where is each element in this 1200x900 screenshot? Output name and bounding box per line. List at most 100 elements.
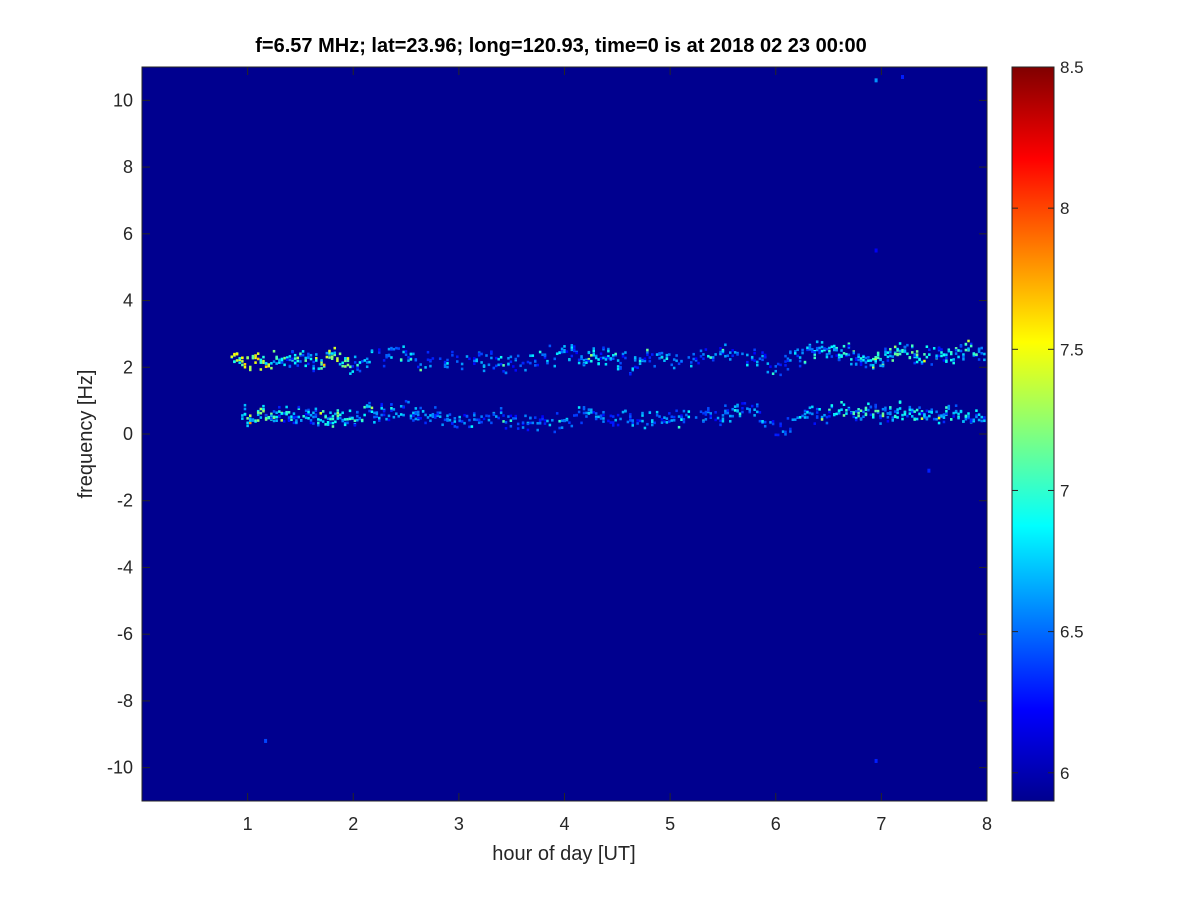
heatmap-cell (896, 408, 899, 411)
heatmap-cell (407, 400, 410, 404)
heatmap-cell (361, 360, 364, 363)
heatmap-cell (599, 414, 603, 418)
heatmap-cell (278, 405, 281, 409)
heatmap-cell (338, 362, 342, 366)
heatmap-cell (446, 419, 449, 422)
y-axis-label: frequency [Hz] (75, 370, 97, 499)
heatmap-cell (548, 344, 552, 348)
heatmap-cell (417, 413, 420, 416)
heatmap-cell (409, 358, 413, 361)
heatmap-cell (380, 402, 383, 406)
heatmap-cell (833, 413, 836, 416)
heatmap-cell (724, 354, 727, 358)
heatmap-cell (670, 363, 673, 367)
heatmap-cell (560, 419, 564, 423)
heatmap-cell (950, 358, 953, 362)
heatmap-cell (692, 352, 695, 356)
heatmap-cell (724, 404, 727, 407)
heatmap-cell (275, 357, 278, 360)
y-tick-label: -2 (117, 491, 133, 511)
heatmap-cell (590, 354, 593, 357)
heatmap-cell (808, 406, 812, 410)
heatmap-cell (365, 357, 369, 361)
heatmap-cell (419, 363, 422, 366)
heatmap-cell (954, 347, 958, 350)
chart-title: f=6.57 MHz; lat=23.96; long=120.93, time… (255, 35, 866, 57)
heatmap-cell (307, 354, 310, 358)
heatmap-cell (283, 363, 286, 367)
heatmap-cell (655, 410, 659, 414)
heatmap-cell (815, 340, 819, 344)
heatmap-cell (282, 420, 286, 423)
heatmap-cell (468, 418, 471, 422)
plot-area (142, 67, 987, 801)
heatmap-cell (825, 347, 829, 351)
heatmap-cell (536, 421, 539, 425)
heatmap-cell (774, 433, 777, 437)
heatmap-cell (524, 368, 527, 372)
heatmap-cell (280, 359, 284, 363)
y-tick-label: 10 (113, 90, 133, 110)
heatmap-cell (438, 415, 442, 419)
heatmap-cell (278, 358, 281, 362)
heatmap-cell (962, 355, 965, 358)
heatmap-cell (947, 404, 951, 408)
heatmap-cell (663, 359, 666, 362)
heatmap-cell (646, 351, 649, 355)
heatmap-cell (414, 407, 418, 410)
heatmap-cell (262, 355, 265, 359)
heatmap-cell (304, 412, 308, 416)
heatmap-cell (859, 409, 863, 413)
heatmap-cell (480, 361, 483, 364)
heatmap-cell (614, 418, 617, 422)
heatmap-cell (906, 414, 909, 418)
heatmap-cell (911, 415, 914, 418)
heatmap-cell (514, 416, 517, 420)
heatmap-cell (331, 425, 335, 428)
heatmap-cell (852, 351, 855, 354)
heatmap-cell (847, 408, 851, 411)
heatmap-cell (580, 357, 583, 360)
heatmap-cell (551, 418, 554, 422)
heatmap-cell (592, 411, 595, 414)
heatmap-cell (925, 409, 929, 413)
heatmap-cell (392, 347, 396, 351)
heatmap-cell (776, 433, 780, 437)
heatmap-cell (309, 419, 313, 422)
heatmap-cell (719, 419, 722, 423)
heatmap-cell (349, 372, 352, 375)
heatmap-cell (378, 416, 381, 420)
heatmap-cell (370, 410, 374, 414)
heatmap-cell (538, 421, 542, 425)
heatmap-cell (590, 411, 593, 414)
x-tick-label: 3 (454, 814, 464, 834)
heatmap-cell (317, 421, 320, 425)
heatmap-cell (952, 361, 955, 365)
heatmap-cell (940, 351, 943, 354)
heatmap-cell (680, 359, 683, 363)
heatmap-cell (531, 354, 535, 357)
heatmap-cell (534, 360, 537, 363)
heatmap-cell (680, 418, 683, 421)
heatmap-point (874, 758, 878, 763)
heatmap-cell (390, 406, 393, 410)
heatmap-cell (901, 348, 904, 352)
heatmap-cell (719, 423, 722, 427)
heatmap-cell (421, 409, 425, 413)
heatmap-cell (896, 411, 899, 415)
heatmap-cell (738, 412, 742, 416)
heatmap-cell (903, 410, 907, 414)
heatmap-cell (808, 345, 812, 348)
heatmap-cell (983, 416, 986, 419)
heatmap-cell (967, 412, 970, 415)
heatmap-cell (429, 358, 432, 362)
heatmap-cell (820, 418, 824, 421)
heatmap-cell (682, 409, 686, 413)
heatmap-cell (278, 361, 281, 364)
heatmap-cell (356, 414, 359, 418)
heatmap-cell (509, 414, 513, 418)
heatmap-cell (850, 362, 853, 366)
heatmap-cell (287, 418, 291, 421)
heatmap-cell (874, 403, 877, 407)
heatmap-cell (616, 423, 620, 427)
